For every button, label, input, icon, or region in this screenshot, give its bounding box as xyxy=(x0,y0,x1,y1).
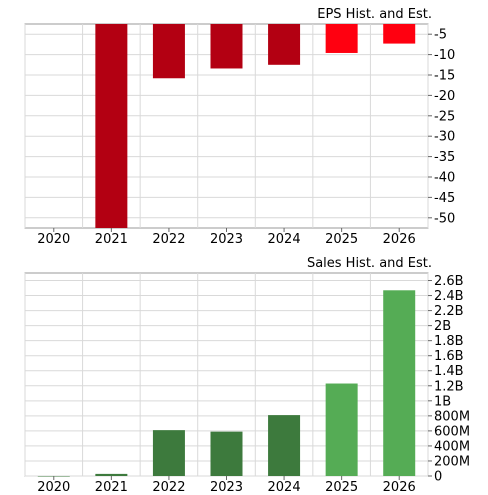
sales-bar-2025 xyxy=(325,383,358,476)
sales-x-tick-label: 2023 xyxy=(210,480,243,495)
eps-y-tick-label: -45 xyxy=(434,191,455,206)
sales-y-tick-label: 1.6B xyxy=(434,349,464,364)
sales-bar-2022 xyxy=(152,430,185,476)
sales-y-tick-label: 2.4B xyxy=(434,289,464,304)
eps-x-tick-label: 2025 xyxy=(325,232,358,247)
sales-y-tick-label: 0 xyxy=(434,470,442,485)
sales-y-tick-label: 2.6B xyxy=(434,274,464,289)
eps-x-tick-label: 2022 xyxy=(152,232,185,247)
sales-x-tick-label: 2020 xyxy=(37,480,70,495)
eps-y-tick-label: -20 xyxy=(434,89,455,104)
eps-grid xyxy=(24,24,429,228)
eps-chart-title: EPS Hist. and Est. xyxy=(317,7,432,22)
sales-y-tick-label: 1B xyxy=(434,394,451,409)
eps-y-tick-label: -15 xyxy=(434,69,455,84)
sales-y-tick-label: 1.2B xyxy=(434,379,464,394)
sales-y-tick-label: 200M xyxy=(434,454,470,469)
sales-chart-title: Sales Hist. and Est. xyxy=(307,256,432,271)
sales-bar-2023 xyxy=(210,431,243,476)
sales-x-tick-label: 2026 xyxy=(383,480,416,495)
sales-chart: Sales Hist. and Est. 0200M400M600M800M1B… xyxy=(24,256,470,495)
sales-x-tick-label: 2022 xyxy=(152,480,185,495)
eps-y-axis: -5 -10 -15 -20 -25 -30 -35 -40 -45 -50 xyxy=(428,28,455,226)
sales-y-tick-label: 2B xyxy=(434,319,451,334)
sales-bar-2021 xyxy=(95,473,128,476)
eps-y-tick-label: -10 xyxy=(434,48,455,63)
sales-x-tick-label: 2024 xyxy=(268,480,301,495)
eps-bar-2022 xyxy=(152,24,185,79)
eps-x-tick-label: 2023 xyxy=(210,232,243,247)
sales-y-tick-label: 1.8B xyxy=(434,334,464,349)
sales-x-tick-label: 2021 xyxy=(95,480,128,495)
eps-bar-2021 xyxy=(95,24,128,228)
sales-y-axis: 0200M400M600M800M1B1.2B1.4B1.6B1.8B2B2.2… xyxy=(428,274,470,485)
sales-y-tick-label: 600M xyxy=(434,424,470,439)
sales-bars xyxy=(37,290,416,477)
sales-bar-2026 xyxy=(383,290,416,476)
eps-y-tick-label: -25 xyxy=(434,109,455,124)
eps-bar-2023 xyxy=(210,24,243,69)
sales-y-tick-label: 800M xyxy=(434,409,470,424)
eps-y-tick-label: -50 xyxy=(434,211,455,226)
eps-x-tick-label: 2024 xyxy=(268,232,301,247)
sales-x-axis: 2020 2021 2022 2023 2024 2025 2026 xyxy=(37,476,416,495)
eps-bars xyxy=(95,24,416,228)
eps-bar-2026 xyxy=(383,24,416,44)
eps-y-tick-label: -35 xyxy=(434,150,455,165)
eps-bar-2024 xyxy=(268,24,301,65)
eps-x-tick-label: 2026 xyxy=(383,232,416,247)
eps-x-tick-label: 2020 xyxy=(37,232,70,247)
sales-x-tick-label: 2025 xyxy=(325,480,358,495)
sales-y-tick-label: 1.4B xyxy=(434,364,464,379)
eps-y-tick-label: -5 xyxy=(434,28,447,43)
eps-y-tick-label: -40 xyxy=(434,171,455,186)
eps-x-tick-label: 2021 xyxy=(95,232,128,247)
sales-y-tick-label: 400M xyxy=(434,439,470,454)
eps-chart: EPS Hist. and Est. -5-10-15-20-25-30-35-… xyxy=(24,7,455,247)
eps-y-tick-label: -30 xyxy=(434,130,455,145)
sales-bar-2024 xyxy=(268,415,301,476)
eps-x-axis: 2020 2021 2022 2023 2024 2025 2026 xyxy=(37,228,416,247)
sales-y-tick-label: 2.2B xyxy=(434,304,464,319)
eps-bar-2025 xyxy=(325,24,358,53)
sales-grid xyxy=(24,273,429,477)
